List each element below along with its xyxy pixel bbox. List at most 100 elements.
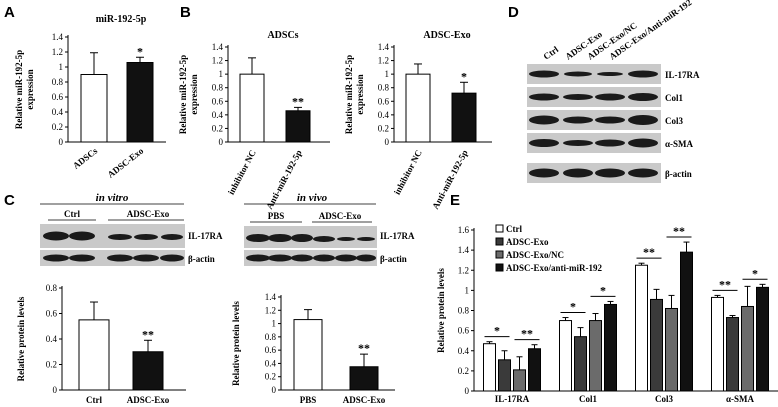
legend-entry: ADSC-Exo/NC (506, 250, 564, 260)
blot-band (595, 116, 625, 124)
blot-band (563, 116, 593, 124)
y-tick-label: 0.4 (46, 334, 58, 344)
x-category-label: ADSCs (71, 145, 100, 170)
y-tick-label: 1 (219, 69, 224, 79)
legend-swatch (495, 224, 504, 233)
x-category-label: IL-17RA (495, 394, 530, 404)
y-tick-label: 0.6 (52, 92, 64, 102)
x-category-label-group: inhibitor NC (392, 148, 424, 196)
bar-ctrl (78, 319, 110, 391)
chart-b1: 0 0.2 0.4 0.6 0.8 1 1.2 1.4 Relative miR-192-5pe… (178, 30, 330, 211)
y-tick-label: 1.2 (212, 56, 223, 66)
x-category-label: PBS (300, 395, 317, 405)
significance-marker: ** (358, 341, 370, 355)
blot-band (43, 254, 69, 262)
y-tick-label: 0.6 (458, 326, 470, 336)
bar-inhibitor-nc (405, 73, 431, 143)
y-axis-label: Relative miR-192-5pexpression (14, 50, 35, 129)
blot-d-strip-col1 (527, 87, 661, 107)
significance-marker: * (461, 69, 467, 83)
panel-label-b: B (180, 4, 191, 21)
y-tick-label: 0.6 (212, 96, 224, 106)
blot-c-vivo-group-pbs: PBS (268, 211, 285, 221)
blot-d: Ctrl ADSC-Exo ADSC-Exo/NC ADSC-Exo/Anti-… (527, 0, 700, 183)
bar-col1-0 (559, 320, 572, 392)
blot-band (529, 115, 559, 125)
panel-label-c: C (4, 192, 15, 209)
blot-band (246, 254, 270, 262)
y-tick-label: 0.8 (378, 83, 390, 93)
x-category-label: Col1 (579, 394, 598, 404)
significance-marker: ** (521, 327, 533, 341)
y-tick-label: 0.6 (46, 309, 58, 319)
bar-col1-1 (574, 336, 587, 392)
y-tick-label: 1.4 (265, 292, 277, 302)
chart-c2: 0 0.2 0.4 0.6 0.8 1 1.2 1.4 Relative protein lev… (231, 292, 395, 405)
y-tick-label: 0 (385, 137, 390, 147)
significance-marker: ** (292, 94, 304, 108)
y-axis-label-group: Relative miR-192-5pexpression (178, 55, 199, 134)
blot-band (529, 139, 559, 147)
y-axis-label-group: Relative protein levels (231, 301, 241, 386)
significance-marker: * (570, 300, 576, 314)
bar-col3-2 (665, 307, 678, 392)
x-category-label: inhibitor NC (226, 148, 258, 196)
blot-band (246, 234, 270, 242)
y-tick-label: 1.2 (265, 305, 276, 315)
panel-label-d: D (508, 4, 519, 21)
chart-b2: 0 0.2 0.4 0.6 0.8 1 1.2 1.4 Relative miR-192-5pe… (344, 30, 492, 211)
blot-d-row-bactin: β-actin (665, 169, 692, 179)
blot-band (107, 254, 133, 262)
x-category-label-group: ADSCs (71, 145, 100, 170)
blot-d-strip-col3 (527, 110, 661, 130)
blot-c-vivo-group-adsc: ADSC-Exo (319, 211, 362, 221)
blot-d-row-il17ra: IL-17RA (665, 70, 700, 80)
blot-band (291, 254, 313, 262)
blot-band (133, 254, 159, 262)
y-axis-label-group: Relative protein levels (436, 268, 446, 353)
chart-a: 0 0.2 0.4 0.6 0.8 1 1.2 1.4 Relative miR-192-5pe… (14, 14, 166, 180)
bar-pbs (293, 319, 323, 391)
blot-band (69, 254, 95, 262)
blot-band (69, 231, 95, 241)
y-tick-label: 0 (465, 386, 470, 396)
significance-marker: ** (719, 277, 731, 291)
blot-band (564, 71, 592, 77)
y-axis-label: Relative protein levels (16, 296, 26, 381)
y-axis-label: Relative miR-192-5pexpression (344, 55, 365, 134)
blot-c-vivo-row-bactin: β-actin (380, 254, 407, 264)
blot-d-strip-bactin (527, 163, 661, 183)
blot-band (529, 70, 559, 78)
y-tick-label: 1.2 (458, 265, 469, 275)
blot-d-row-col3: Col3 (665, 116, 684, 126)
y-tick-label: 0.8 (265, 332, 277, 342)
blot-band (628, 70, 658, 78)
chart-title: ADSC-Exo (423, 30, 470, 41)
x-category-label-group: inhibitor NC (226, 148, 258, 196)
x-category-label: Col3 (655, 394, 674, 404)
significance-marker: * (494, 324, 500, 338)
legend-entry: ADSC-Exo/anti-miR-192 (506, 263, 602, 273)
bar-col3-1 (650, 298, 663, 392)
x-category-label: ADSC-Exo (343, 395, 386, 405)
bar-col3-3 (680, 251, 693, 392)
significance-marker: ** (673, 224, 685, 238)
y-tick-label: 1.4 (458, 245, 470, 255)
y-tick-label: 1.4 (52, 32, 64, 42)
blot-band (356, 254, 376, 262)
y-tick-label: 1 (465, 285, 470, 295)
x-category-label: ADSC-Exo (106, 145, 146, 179)
y-tick-label: 0.2 (212, 123, 223, 133)
blot-band (628, 138, 658, 148)
y-tick-label: 0.4 (52, 107, 64, 117)
y-tick-label: 1.2 (378, 56, 389, 66)
y-tick-label: 0 (53, 385, 58, 395)
y-axis-label: Relative protein levels (231, 301, 241, 386)
y-axis-label-group: Relative protein levels (16, 296, 26, 381)
y-tick-label: 0.8 (212, 83, 224, 93)
blot-d-header-ctrl: Ctrl (541, 44, 560, 62)
bar--sma-0 (711, 296, 724, 392)
y-tick-label: 0.2 (52, 122, 63, 132)
blot-c-vitro-row-bactin: β-actin (188, 254, 215, 264)
bar-adsc-exo (349, 366, 379, 391)
